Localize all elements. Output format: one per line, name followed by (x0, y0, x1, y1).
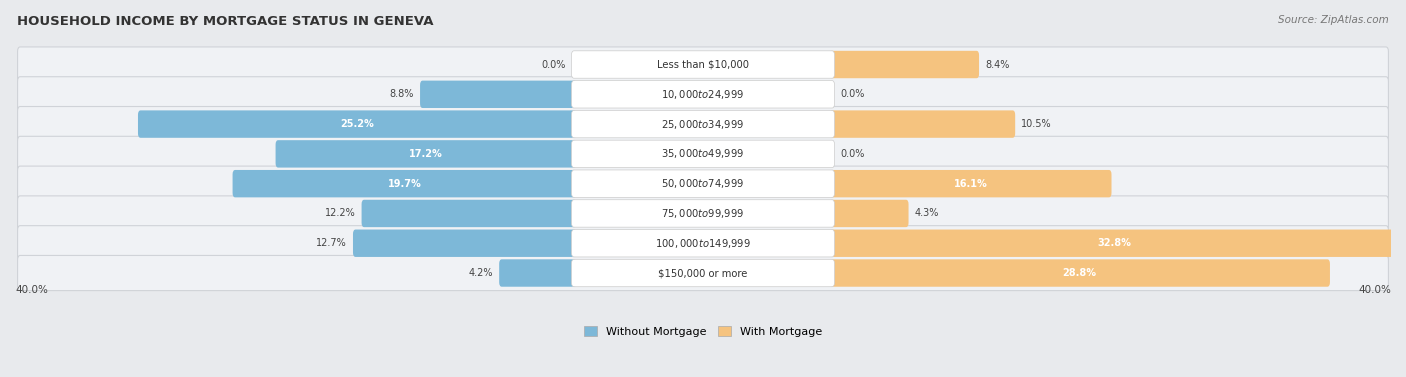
Text: $10,000 to $24,999: $10,000 to $24,999 (661, 88, 745, 101)
Text: $150,000 or more: $150,000 or more (658, 268, 748, 278)
FancyBboxPatch shape (830, 51, 979, 78)
Text: 0.0%: 0.0% (841, 149, 865, 159)
Text: Less than $10,000: Less than $10,000 (657, 60, 749, 69)
FancyBboxPatch shape (571, 259, 835, 287)
Text: 12.2%: 12.2% (325, 208, 356, 218)
Text: $100,000 to $149,999: $100,000 to $149,999 (655, 237, 751, 250)
FancyBboxPatch shape (571, 51, 835, 78)
Text: 4.2%: 4.2% (468, 268, 494, 278)
FancyBboxPatch shape (420, 81, 576, 108)
FancyBboxPatch shape (18, 77, 1388, 112)
FancyBboxPatch shape (232, 170, 576, 198)
FancyBboxPatch shape (830, 200, 908, 227)
Text: $50,000 to $74,999: $50,000 to $74,999 (661, 177, 745, 190)
FancyBboxPatch shape (18, 196, 1388, 231)
FancyBboxPatch shape (276, 140, 576, 168)
Legend: Without Mortgage, With Mortgage: Without Mortgage, With Mortgage (579, 322, 827, 341)
Text: Source: ZipAtlas.com: Source: ZipAtlas.com (1278, 15, 1389, 25)
Text: 8.8%: 8.8% (389, 89, 413, 99)
Text: 28.8%: 28.8% (1063, 268, 1097, 278)
FancyBboxPatch shape (830, 230, 1399, 257)
Text: HOUSEHOLD INCOME BY MORTGAGE STATUS IN GENEVA: HOUSEHOLD INCOME BY MORTGAGE STATUS IN G… (17, 15, 433, 28)
FancyBboxPatch shape (18, 136, 1388, 172)
FancyBboxPatch shape (361, 200, 576, 227)
Text: 16.1%: 16.1% (953, 179, 987, 188)
FancyBboxPatch shape (571, 200, 835, 227)
Text: $75,000 to $99,999: $75,000 to $99,999 (661, 207, 745, 220)
FancyBboxPatch shape (499, 259, 576, 287)
Text: $35,000 to $49,999: $35,000 to $49,999 (661, 147, 745, 160)
Text: 40.0%: 40.0% (1358, 285, 1391, 295)
FancyBboxPatch shape (571, 110, 835, 138)
Text: 4.3%: 4.3% (914, 208, 939, 218)
Text: 17.2%: 17.2% (409, 149, 443, 159)
FancyBboxPatch shape (571, 170, 835, 198)
FancyBboxPatch shape (18, 226, 1388, 261)
Text: 19.7%: 19.7% (388, 179, 422, 188)
Text: 32.8%: 32.8% (1097, 238, 1130, 248)
FancyBboxPatch shape (18, 256, 1388, 291)
Text: 10.5%: 10.5% (1021, 119, 1052, 129)
Text: 0.0%: 0.0% (541, 60, 565, 69)
Text: 40.0%: 40.0% (15, 285, 48, 295)
Text: 25.2%: 25.2% (340, 119, 374, 129)
FancyBboxPatch shape (571, 81, 835, 108)
Text: 0.0%: 0.0% (841, 89, 865, 99)
FancyBboxPatch shape (830, 259, 1330, 287)
FancyBboxPatch shape (571, 230, 835, 257)
FancyBboxPatch shape (830, 170, 1112, 198)
FancyBboxPatch shape (18, 107, 1388, 142)
Text: 12.7%: 12.7% (316, 238, 347, 248)
Text: $25,000 to $34,999: $25,000 to $34,999 (661, 118, 745, 130)
FancyBboxPatch shape (18, 166, 1388, 201)
FancyBboxPatch shape (571, 140, 835, 168)
FancyBboxPatch shape (18, 47, 1388, 82)
FancyBboxPatch shape (830, 110, 1015, 138)
FancyBboxPatch shape (138, 110, 576, 138)
Text: 8.4%: 8.4% (986, 60, 1010, 69)
FancyBboxPatch shape (353, 230, 576, 257)
